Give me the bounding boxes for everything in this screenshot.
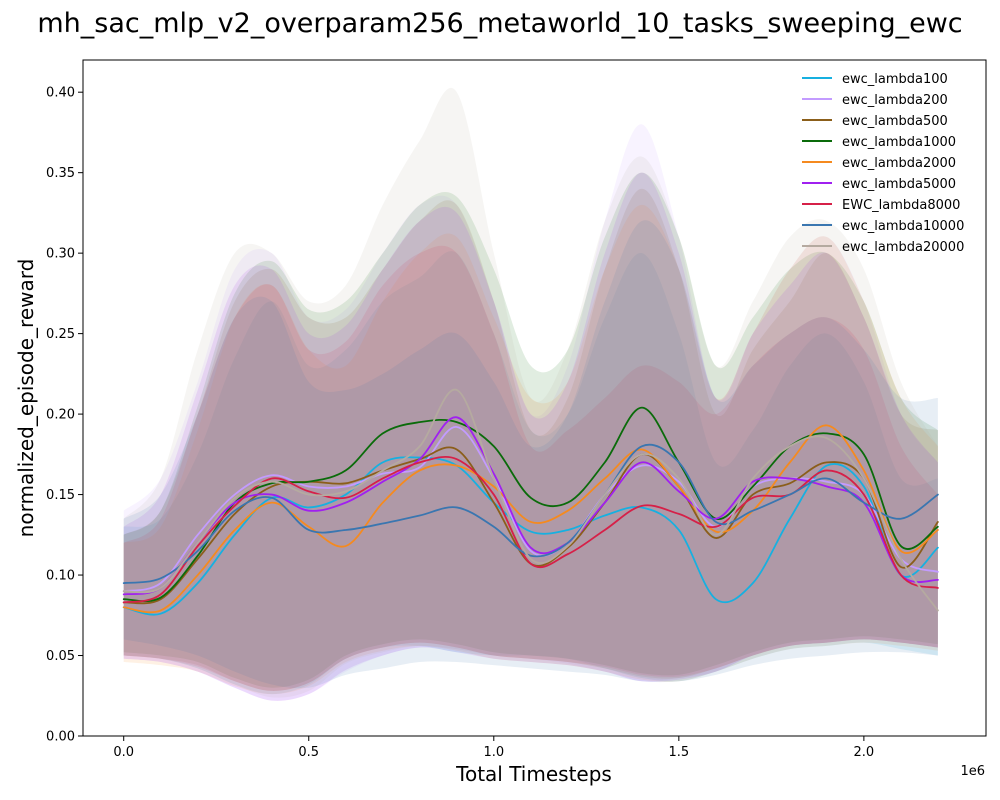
y-tick-label: 0.20: [46, 408, 75, 423]
band-ewc-lambda8000: [123, 245, 938, 691]
x-axis-offset-label: 1e6: [960, 764, 985, 779]
series-line-ewc-lambda8000: [122, 456, 939, 604]
legend-item-ewc-lambda5000: ewc_lambda5000: [802, 177, 956, 192]
band-ewc-lambda100: [123, 251, 938, 695]
x-tick-label: 0.5: [298, 745, 319, 760]
band-ewc-lambda1000: [123, 172, 938, 688]
legend-label-ewc-lambda8000: EWC_lambda8000: [842, 198, 960, 213]
confidence-bands: [123, 87, 938, 701]
legend-label-ewc-lambda200: ewc_lambda200: [842, 93, 948, 108]
y-tick-label: 0.30: [46, 247, 75, 262]
legend-label-ewc-lambda20000: ewc_lambda20000: [842, 240, 964, 255]
y-tick-label: 0.05: [46, 649, 75, 664]
x-tick-label: 1.0: [483, 745, 504, 760]
x-axis: 0.0 0.5 1.0 1.5 2.0: [113, 736, 874, 760]
y-tick-label: 0.15: [46, 488, 75, 503]
band-ewc-lambda10000: [123, 220, 938, 689]
series-line-ewc-lambda5000: [122, 416, 939, 596]
series-line-ewc-lambda500: [122, 446, 939, 605]
legend-item-ewc-lambda20000: ewc_lambda20000: [802, 240, 964, 255]
series-line-ewc-lambda1000: [122, 406, 939, 603]
band-ewc-lambda200: [123, 124, 938, 701]
legend-item-ewc-lambda2000: ewc_lambda2000: [802, 156, 956, 171]
band-ewc-lambda5000: [123, 172, 938, 701]
series-line-ewc-lambda100: [122, 456, 939, 616]
y-tick-label: 0.35: [46, 166, 75, 181]
band-ewc-lambda500: [123, 188, 938, 691]
legend-item-ewc-lambda500: ewc_lambda500: [802, 114, 948, 129]
legend-item-ewc-lambda1000: ewc_lambda1000: [802, 135, 956, 150]
legend-item-ewc-lambda100: ewc_lambda100: [802, 72, 948, 87]
plot-frame: [82, 59, 987, 737]
x-tick-label: 1.5: [668, 745, 689, 760]
legend-label-ewc-lambda5000: ewc_lambda5000: [842, 177, 956, 192]
x-tick-label: 2.0: [854, 745, 875, 760]
legend-label-ewc-lambda2000: ewc_lambda2000: [842, 156, 956, 171]
legend-label-ewc-lambda10000: ewc_lambda10000: [842, 219, 964, 234]
y-tick-label: 0.40: [46, 86, 75, 101]
series-line-ewc-lambda10000: [122, 443, 939, 584]
y-tick-label: 0.10: [46, 569, 75, 584]
x-axis-title: Total Timesteps: [455, 762, 612, 786]
legend: ewc_lambda100 ewc_lambda200 ewc_lambda500e…: [802, 72, 964, 255]
y-axis: 0.00 0.05 0.10 0.15 0.20 0.25 0.30 0.35 0.40: [46, 86, 83, 745]
legend-label-ewc-lambda500: ewc_lambda500: [842, 114, 948, 129]
y-tick-label: 0.00: [46, 730, 75, 745]
series-line-ewc-lambda20000: [122, 388, 939, 612]
band-ewc-lambda2000: [123, 204, 938, 695]
series-lines: [122, 388, 939, 616]
band-ewc-lambda20000: [123, 87, 938, 698]
legend-item-ewc-lambda8000: EWC_lambda8000: [802, 198, 960, 213]
series-line-ewc-lambda200: [122, 426, 939, 593]
legend-label-ewc-lambda100: ewc_lambda100: [842, 72, 948, 87]
x-tick-label: 0.0: [113, 745, 134, 760]
y-tick-label: 0.25: [46, 327, 75, 342]
legend-item-ewc-lambda10000: ewc_lambda10000: [802, 219, 964, 234]
legend-item-ewc-lambda200: ewc_lambda200: [802, 93, 948, 108]
chart-title: mh_sac_mlp_v2_overparam256_metaworld_10_…: [37, 8, 962, 39]
legend-label-ewc-lambda1000: ewc_lambda1000: [842, 135, 956, 150]
y-axis-title: normalized_episode_reward: [14, 259, 38, 538]
